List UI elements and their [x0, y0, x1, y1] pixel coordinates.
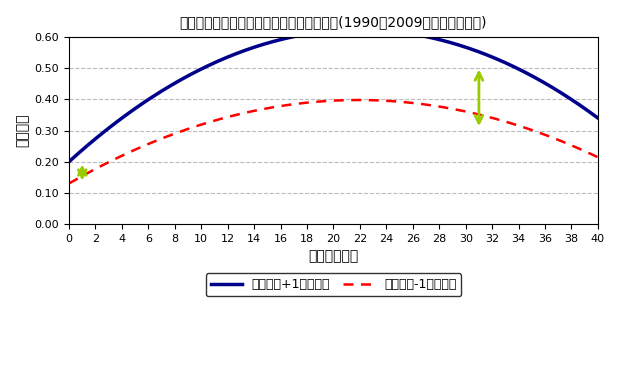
- 人口密度+1標準偏差: [448, 41, 456, 45]
- 人口密度+1標準偏差: [237, 50, 245, 54]
- 人口密度-1標準偏差: [275, 104, 282, 109]
- 人口密度-1標準偏差: [594, 155, 601, 160]
- X-axis label: 潜在経験年数: 潜在経験年数: [308, 249, 358, 263]
- 人口密度-1標準偏差: [451, 107, 459, 112]
- 人口密度+1標準偏差: [65, 159, 73, 164]
- 人口密度-1標準偏差: [399, 100, 407, 105]
- Y-axis label: 対数賃金: 対数賃金: [15, 114, 29, 147]
- 人口密度+1標準偏差: [451, 41, 459, 46]
- 人口密度-1標準偏差: [354, 98, 361, 102]
- Line: 人口密度-1標準偏差: 人口密度-1標準偏差: [69, 100, 598, 183]
- Legend: 人口密度+1標準偏差, 人口密度-1標準偏差: 人口密度+1標準偏差, 人口密度-1標準偏差: [206, 273, 461, 296]
- 人口密度-1標準偏差: [237, 111, 245, 116]
- 人口密度+1標準偏差: [275, 38, 282, 43]
- 人口密度-1標準偏差: [65, 181, 73, 186]
- 人口密度+1標準偏差: [594, 116, 601, 121]
- 人口密度+1標準偏差: [399, 30, 407, 35]
- 人口密度-1標準偏差: [129, 149, 136, 153]
- Line: 人口密度+1標準偏差: 人口密度+1標準偏差: [69, 30, 598, 161]
- 人口密度+1標準偏差: [356, 27, 363, 32]
- 人口密度-1標準偏差: [448, 106, 456, 111]
- 人口密度+1標準偏差: [129, 108, 136, 113]
- Title: 人口密度による潜在経験・賃金曲線の違い(1990～2009年プールデータ): 人口密度による潜在経験・賃金曲線の違い(1990～2009年プールデータ): [180, 15, 487, 29]
